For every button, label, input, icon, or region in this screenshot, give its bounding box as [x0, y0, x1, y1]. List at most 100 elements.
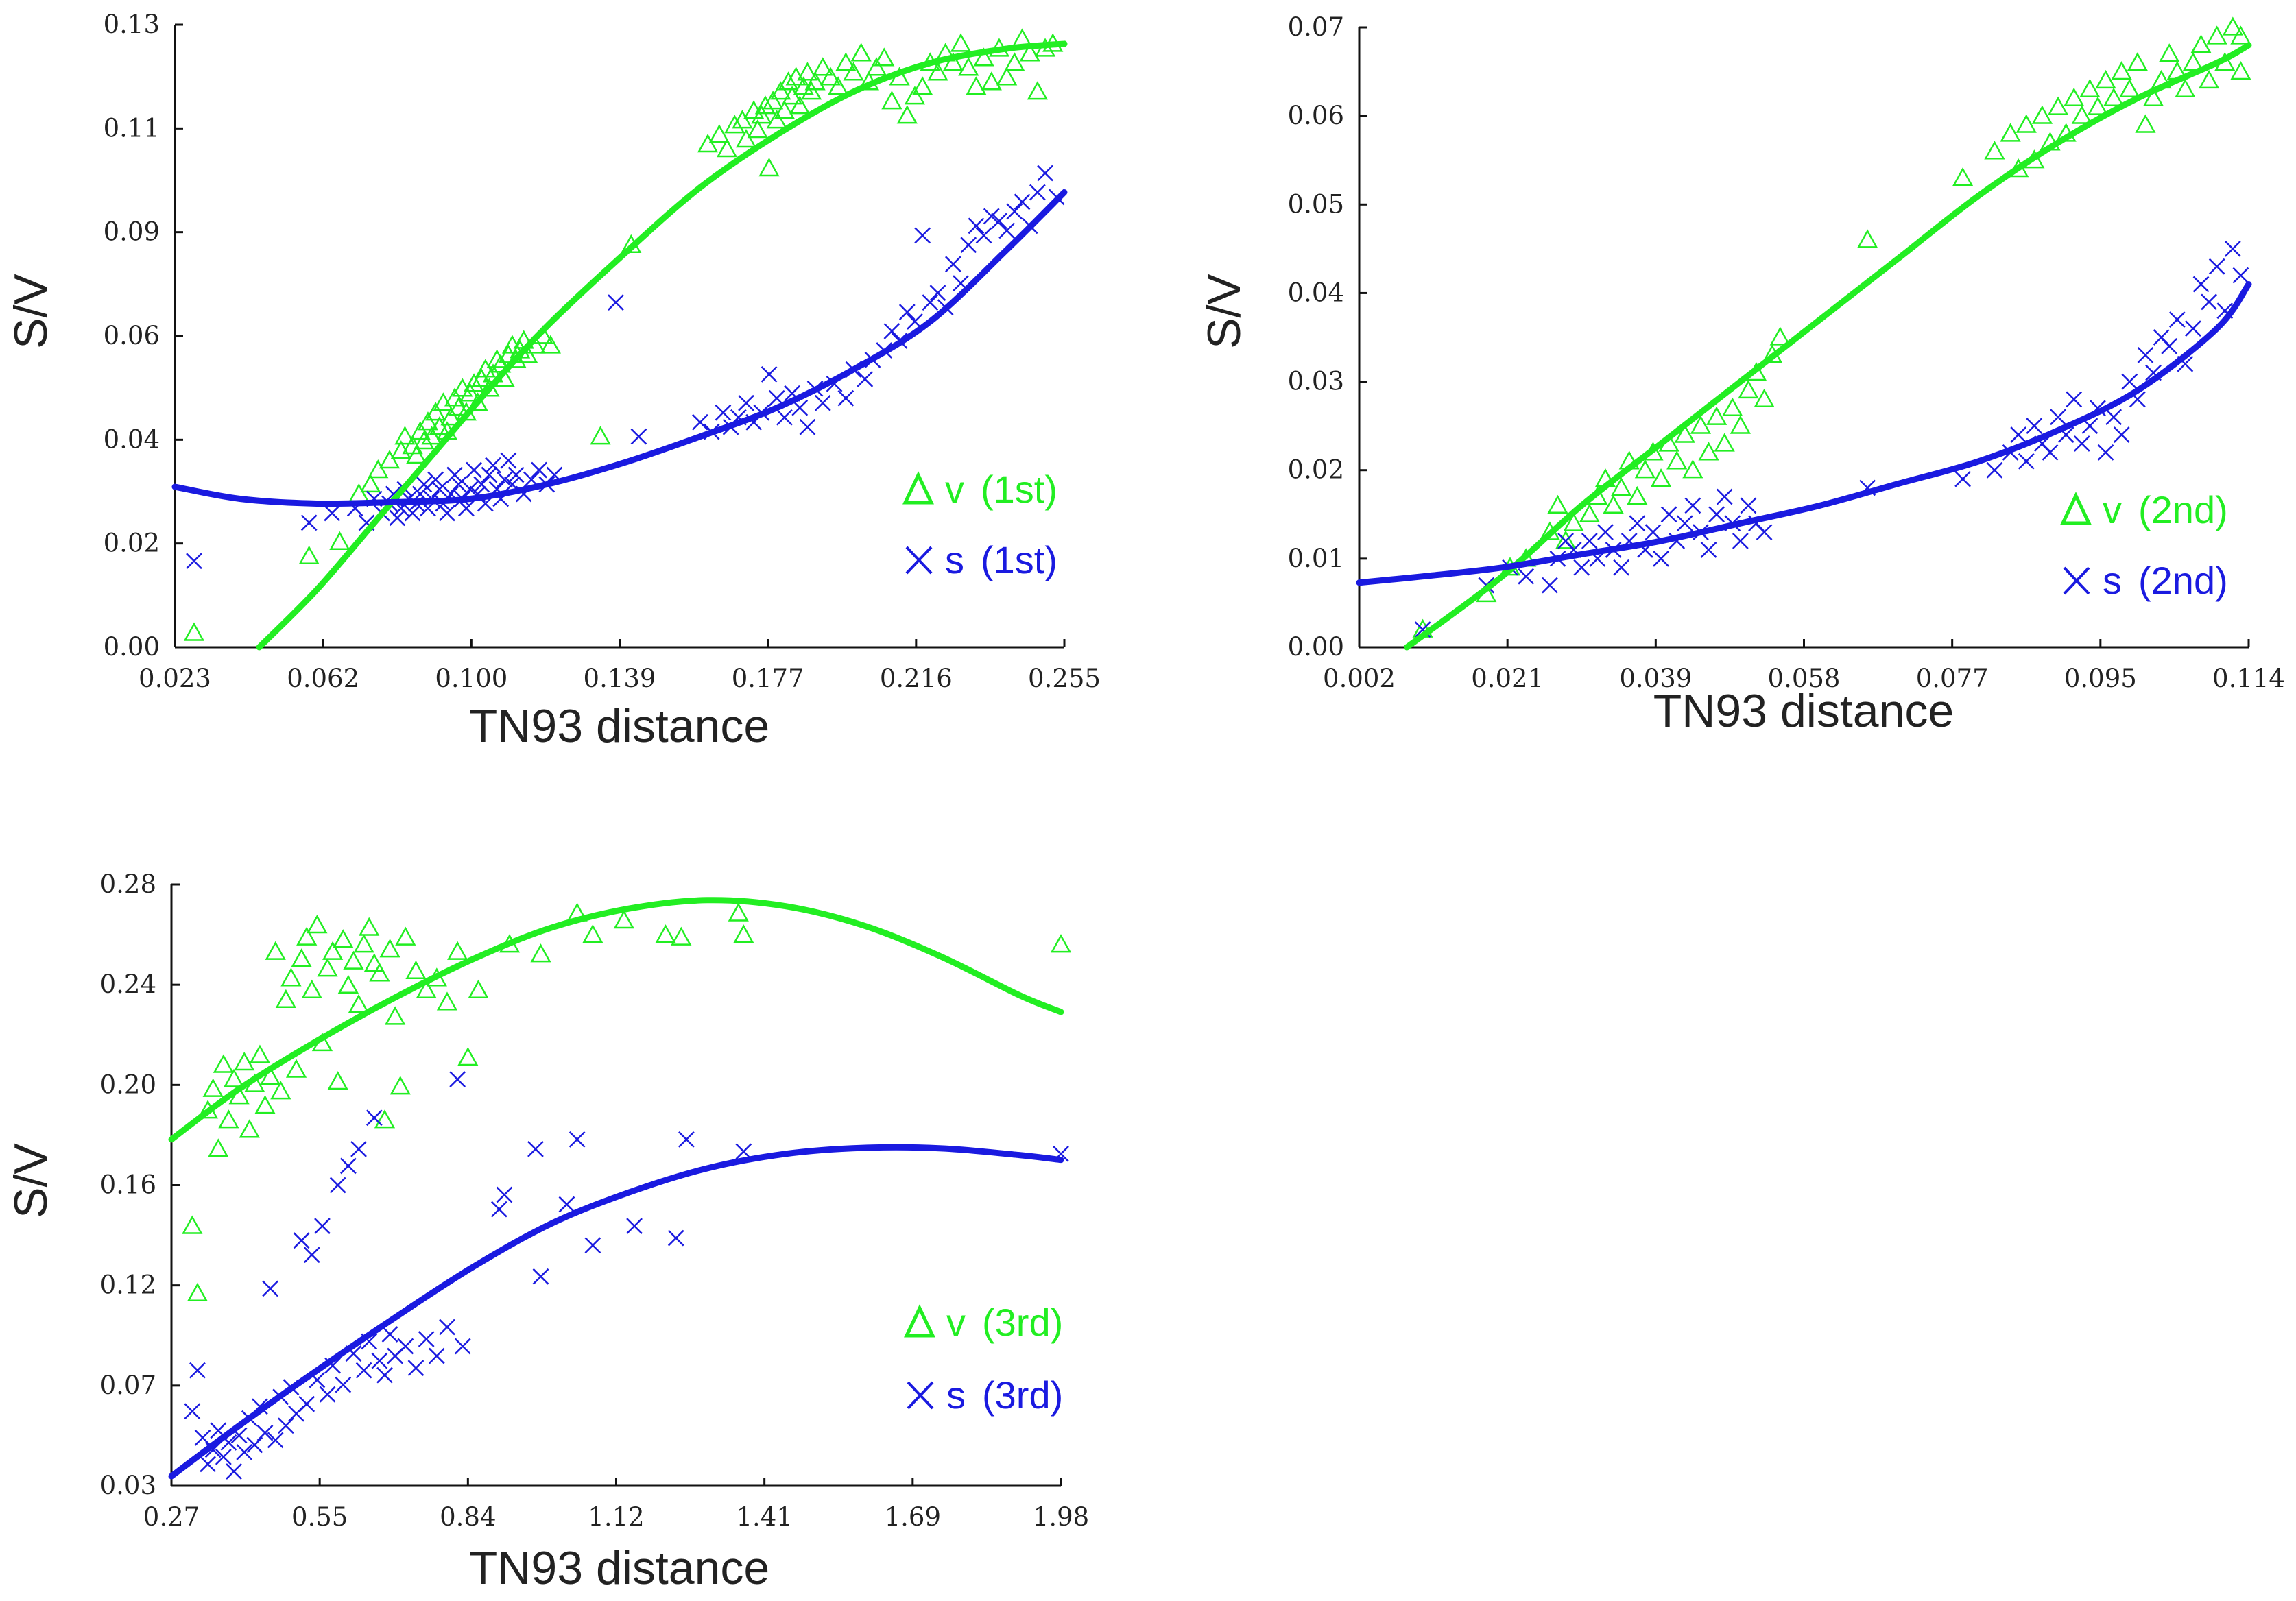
legend-v-label: v [945, 468, 964, 511]
s-point [1653, 550, 1669, 567]
v-point [291, 948, 312, 967]
x-tick-label: 1.69 [885, 1502, 941, 1532]
s-point [416, 476, 433, 493]
y-tick-label: 0.28 [100, 869, 156, 899]
s-point [608, 294, 624, 311]
s-point [799, 418, 816, 435]
v-point [421, 426, 442, 445]
s-point [626, 1218, 643, 1235]
v-point [285, 1059, 307, 1078]
y-tick-label: 0.20 [100, 1070, 156, 1099]
s-point [584, 1237, 601, 1254]
legend-triangle-icon [904, 1304, 935, 1338]
v-point [2230, 60, 2251, 80]
x-tick-label: 1.41 [736, 1502, 792, 1532]
x-tick-label: 0.100 [435, 664, 507, 693]
y-tick-label: 0.03 [100, 1471, 156, 1500]
x-axis-label: TN93 distance [469, 700, 769, 752]
s-point [776, 409, 793, 426]
s-point [485, 457, 501, 474]
v-point [394, 426, 416, 445]
v-point [1722, 397, 1743, 416]
v-point [414, 431, 435, 450]
v-point [2000, 123, 2021, 142]
v-point [429, 416, 450, 435]
y-tick-label: 0.07 [100, 1371, 156, 1400]
x-tick-label: 1.98 [1033, 1502, 1089, 1532]
s-point [929, 285, 946, 302]
v-point [2206, 25, 2227, 45]
s-point [532, 1268, 549, 1285]
x-tick-label: 1.12 [588, 1502, 644, 1532]
s-point [814, 394, 831, 411]
s-point [200, 1456, 216, 1473]
v-point [440, 407, 462, 426]
s-fit-curve [1356, 281, 2252, 586]
v-point [459, 383, 481, 402]
v-point [754, 95, 776, 115]
legend-s-label: s [945, 538, 964, 581]
s-point [857, 370, 874, 387]
s-point [1629, 515, 1646, 532]
v-point [778, 71, 799, 91]
s-point [2185, 320, 2201, 337]
legend-v-suffix: (2nd) [2138, 488, 2228, 531]
s-point [496, 471, 513, 488]
v-point [2182, 52, 2204, 71]
s-point [335, 1376, 352, 1393]
v-point [208, 1138, 229, 1157]
v-point [1004, 52, 1025, 71]
y-tick-label: 0.01 [1288, 544, 1344, 573]
v-point [1547, 494, 1568, 514]
v-point [896, 105, 918, 124]
v-point [958, 57, 979, 76]
v-point [747, 119, 768, 139]
y-tick-label: 0.16 [100, 1170, 156, 1200]
s-point [215, 1449, 232, 1465]
y-tick-label: 0.02 [104, 529, 160, 558]
s-point [236, 1444, 253, 1460]
s-point [246, 1436, 263, 1454]
v-point [1666, 450, 1688, 470]
s-point [1029, 184, 1046, 201]
s-point [914, 227, 931, 244]
y-tick-label: 0.13 [104, 10, 160, 39]
v-point [202, 1078, 224, 1097]
v-point [1603, 494, 1624, 514]
v-point [781, 86, 803, 105]
y-tick-label: 0.24 [100, 970, 156, 999]
s-point [418, 1331, 435, 1347]
v-point [728, 902, 749, 922]
y-tick-label: 0.05 [1288, 189, 1344, 219]
s-point [1573, 559, 1590, 576]
v-point [671, 926, 692, 946]
v-point [2095, 69, 2116, 89]
x-tick-label: 0.139 [584, 664, 656, 693]
v-point [973, 47, 994, 67]
s-point [1006, 203, 1023, 220]
v-point [2159, 43, 2180, 62]
y-tick-label: 0.04 [1288, 278, 1344, 307]
x-tick-label: 0.058 [1768, 664, 1841, 693]
s-point [428, 1347, 445, 1364]
x-tick-label: 0.55 [291, 1502, 348, 1532]
s-point [2042, 444, 2059, 461]
v-point [2230, 25, 2251, 45]
s-point [450, 476, 467, 493]
s-point [1954, 470, 1971, 487]
v-point [716, 139, 738, 158]
s-point [449, 1071, 466, 1088]
v-point [697, 134, 719, 153]
v-point [329, 531, 350, 550]
v-point [981, 71, 1002, 91]
v-point [254, 1095, 276, 1114]
s-point [194, 1429, 211, 1446]
v-point [1650, 468, 1672, 487]
v-point [820, 67, 841, 86]
v-point [187, 1282, 208, 1302]
s-point [1756, 524, 1773, 540]
s-point [1660, 506, 1677, 523]
v-point [359, 473, 381, 493]
s-point [226, 1463, 242, 1480]
v-point [385, 1006, 406, 1025]
